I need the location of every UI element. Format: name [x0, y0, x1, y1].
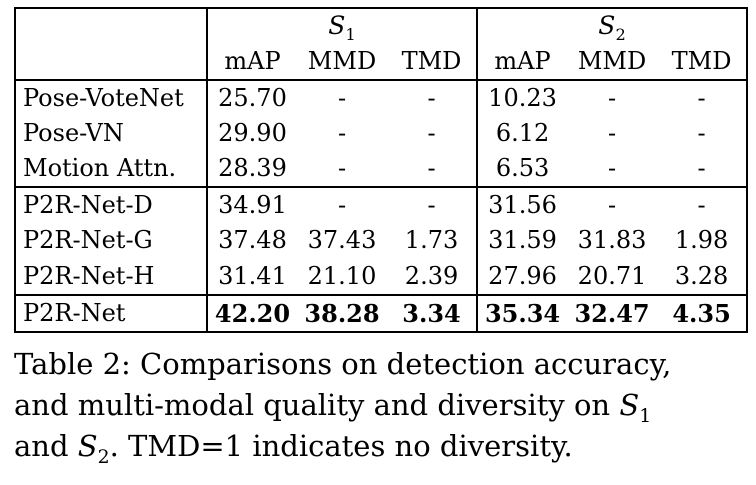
- value-cell: 21.10: [307, 261, 377, 290]
- mathcal-s-glyph: S: [328, 11, 346, 40]
- table-row: Pose-VoteNet 25.70 - - 10.23 - -: [15, 79, 747, 116]
- col-header-tmd-s2: TMD: [671, 46, 732, 75]
- results-table: S1 S2 mAP MMD TMD mAP MMD TMD Pose-VoteN…: [14, 7, 749, 333]
- table-row-group: P2R-Net 42.20 38.28 3.34 35.34 32.47 4.35: [15, 294, 748, 332]
- value-cell: 6.12: [476, 115, 568, 152]
- value-cell: 29.90: [218, 118, 287, 147]
- value-cell: -: [427, 154, 436, 183]
- subscript: 1: [639, 405, 652, 427]
- value-cell: 38.28: [304, 298, 380, 328]
- value-cell: 1.73: [404, 226, 459, 255]
- row-label: Motion Attn.: [15, 151, 208, 188]
- table-caption: Table 2: Comparisons on detection accura…: [14, 344, 745, 467]
- value-cell: 20.71: [577, 261, 647, 290]
- sub-header-row: mAP MMD TMD mAP MMD TMD: [15, 43, 747, 80]
- table-row: P2R-Net 42.20 38.28 3.34 35.34 32.47 4.35: [15, 294, 747, 332]
- corner-cell: [15, 8, 208, 80]
- value-cell: -: [607, 118, 617, 147]
- caption-text: and multi-modal quality and diversity on: [14, 387, 620, 422]
- group-header-row: S1 S2: [15, 8, 748, 80]
- value-cell: 27.96: [476, 258, 568, 295]
- col-header-tmd-s1: TMD: [401, 46, 462, 75]
- value-cell: 6.53: [476, 151, 568, 188]
- value-cell: 35.34: [476, 294, 568, 332]
- col-header-mmd-s1: MMD: [307, 46, 377, 75]
- value-cell: 1.98: [674, 226, 729, 255]
- value-cell: -: [337, 154, 347, 183]
- group-header-s2: S2: [476, 8, 748, 44]
- table-row: Motion Attn. 28.39 - - 6.53 - -: [15, 151, 747, 188]
- value-cell: -: [427, 191, 436, 220]
- subscript: 2: [97, 446, 110, 468]
- table-header: S1 S2 mAP MMD TMD mAP MMD TMD: [15, 8, 748, 80]
- table-row: P2R-Net-D 34.91 - - 31.56 - -: [15, 187, 747, 224]
- value-cell: -: [337, 83, 347, 112]
- value-cell: -: [697, 154, 706, 183]
- value-cell: 37.48: [218, 226, 287, 255]
- value-cell: -: [607, 191, 617, 220]
- row-label: P2R-Net-H: [15, 258, 208, 295]
- caption-text: and: [14, 428, 78, 463]
- value-cell: 31.59: [476, 223, 568, 259]
- value-cell: -: [607, 83, 617, 112]
- caption-line: and S2. TMD=1 indicates no diversity.: [14, 426, 745, 467]
- value-cell: -: [697, 118, 706, 147]
- value-cell: -: [337, 191, 347, 220]
- value-cell: 31.83: [577, 226, 647, 255]
- col-header-map-s2: mAP: [476, 43, 568, 80]
- caption-text: . TMD=1 indicates no diversity.: [109, 428, 573, 463]
- caption-line: Table 2: Comparisons on detection accura…: [14, 344, 745, 385]
- value-cell: -: [427, 118, 436, 147]
- value-cell: 2.39: [404, 261, 459, 290]
- mathcal-s-glyph: S: [619, 387, 640, 422]
- col-header-mmd-s2: MMD: [577, 46, 647, 75]
- value-cell: 10.23: [476, 79, 568, 116]
- subscript: 1: [345, 25, 356, 44]
- value-cell: -: [337, 118, 347, 147]
- value-cell: 42.20: [214, 298, 291, 328]
- value-cell: -: [427, 83, 436, 112]
- row-label: Pose-VoteNet: [15, 79, 208, 116]
- value-cell: 37.43: [307, 226, 377, 255]
- value-cell: 31.56: [476, 187, 568, 224]
- value-cell: 3.28: [674, 261, 729, 290]
- value-cell: 28.39: [218, 154, 287, 183]
- value-cell: -: [697, 83, 706, 112]
- row-label: P2R-Net-D: [15, 187, 208, 224]
- value-cell: -: [697, 191, 706, 220]
- col-header-map-s1: mAP: [224, 46, 281, 75]
- value-cell: 3.34: [402, 298, 461, 328]
- table-row: Pose-VN 29.90 - - 6.12 - -: [15, 115, 747, 152]
- table-row: P2R-Net-G 37.48 37.43 1.73 31.59 31.83 1.98: [15, 223, 747, 259]
- table-row: P2R-Net-H 31.41 21.10 2.39 27.96 20.71 3.28: [15, 258, 747, 295]
- row-label: Pose-VN: [15, 115, 208, 152]
- table-figure: S1 S2 mAP MMD TMD mAP MMD TMD Pose-VoteN…: [14, 7, 749, 467]
- value-cell: 25.70: [218, 83, 287, 112]
- mathcal-s-glyph: S: [598, 11, 616, 40]
- value-cell: -: [607, 154, 617, 183]
- table-row-group: P2R-Net-D 34.91 - - 31.56 - - P2R-Net-G 37.48 37.…: [15, 187, 748, 295]
- value-cell: 4.35: [672, 298, 731, 328]
- caption-line: and multi-modal quality and diversity on…: [14, 385, 745, 426]
- table-row-group: Pose-VoteNet 25.70 - - 10.23 - - Pose-VN 29.90 - -…: [15, 79, 748, 188]
- value-cell: 31.41: [218, 261, 287, 290]
- value-cell: 32.47: [574, 298, 650, 328]
- row-label: P2R-Net: [15, 294, 208, 332]
- value-cell: 34.91: [218, 191, 287, 220]
- row-label: P2R-Net-G: [15, 223, 208, 259]
- subscript: 2: [615, 25, 626, 44]
- caption-text: Table 2: Comparisons on detection accura…: [14, 347, 672, 381]
- group-header-s1: S1: [207, 8, 477, 44]
- mathcal-s-glyph: S: [77, 428, 98, 463]
